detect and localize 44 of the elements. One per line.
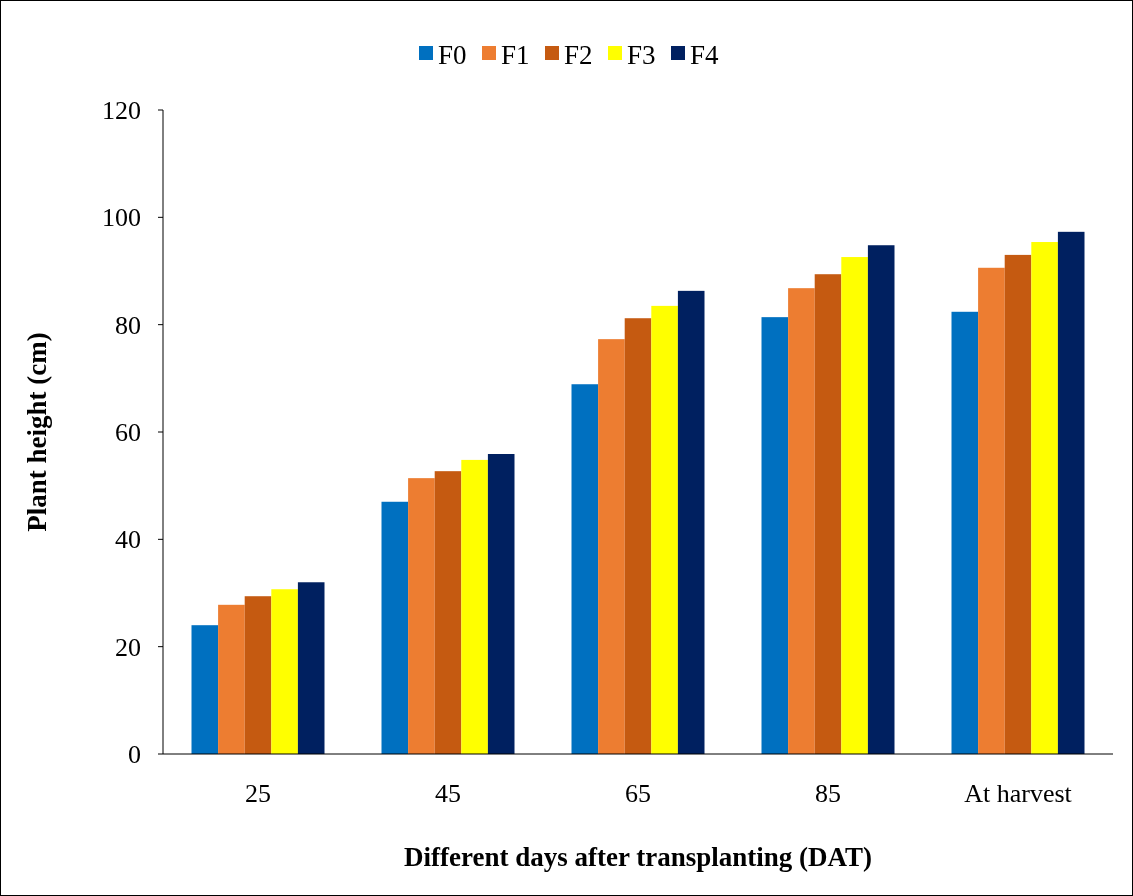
bar bbox=[978, 267, 1005, 754]
bar bbox=[408, 478, 435, 754]
y-tick-label: 120 bbox=[102, 96, 141, 126]
bar bbox=[1057, 231, 1085, 754]
y-tick-label: 100 bbox=[102, 203, 141, 233]
bar bbox=[867, 245, 895, 754]
bar bbox=[487, 454, 515, 754]
x-tick-label: 25 bbox=[245, 779, 271, 808]
x-tick-label: 45 bbox=[435, 779, 461, 808]
bar bbox=[951, 311, 979, 754]
x-axis-title: Different days after transplanting (DAT) bbox=[404, 842, 872, 872]
bar bbox=[1031, 242, 1058, 754]
bar bbox=[297, 582, 325, 754]
bar bbox=[598, 339, 625, 754]
bar bbox=[571, 384, 599, 754]
bar bbox=[381, 501, 409, 754]
bar bbox=[461, 459, 488, 754]
legend-label: F3 bbox=[627, 40, 656, 71]
y-tick-label: 60 bbox=[115, 418, 141, 448]
legend-label: F1 bbox=[501, 40, 530, 71]
bar bbox=[841, 257, 868, 754]
y-axis-title: Plant height (cm) bbox=[22, 332, 52, 532]
legend-label: F0 bbox=[438, 40, 467, 71]
y-tick-label: 40 bbox=[115, 525, 141, 555]
bar bbox=[434, 471, 462, 754]
x-tick-label: 65 bbox=[625, 779, 651, 808]
y-tick-label: 20 bbox=[115, 632, 141, 662]
y-tick-label: 80 bbox=[115, 310, 141, 340]
x-tick-label: 85 bbox=[815, 779, 841, 808]
legend-label: F4 bbox=[690, 40, 720, 71]
y-tick-label: 0 bbox=[128, 740, 141, 770]
bar bbox=[271, 589, 298, 754]
bar bbox=[1004, 254, 1032, 754]
bar bbox=[191, 625, 219, 754]
x-tick-label: At harvest bbox=[964, 779, 1073, 808]
bar bbox=[788, 288, 815, 754]
bar bbox=[814, 274, 842, 754]
bar bbox=[677, 290, 705, 754]
bar bbox=[651, 305, 678, 754]
bar bbox=[624, 318, 652, 754]
bar bbox=[244, 596, 272, 754]
legend-label: F2 bbox=[564, 40, 593, 71]
bar bbox=[218, 604, 245, 754]
bar bbox=[761, 317, 789, 754]
